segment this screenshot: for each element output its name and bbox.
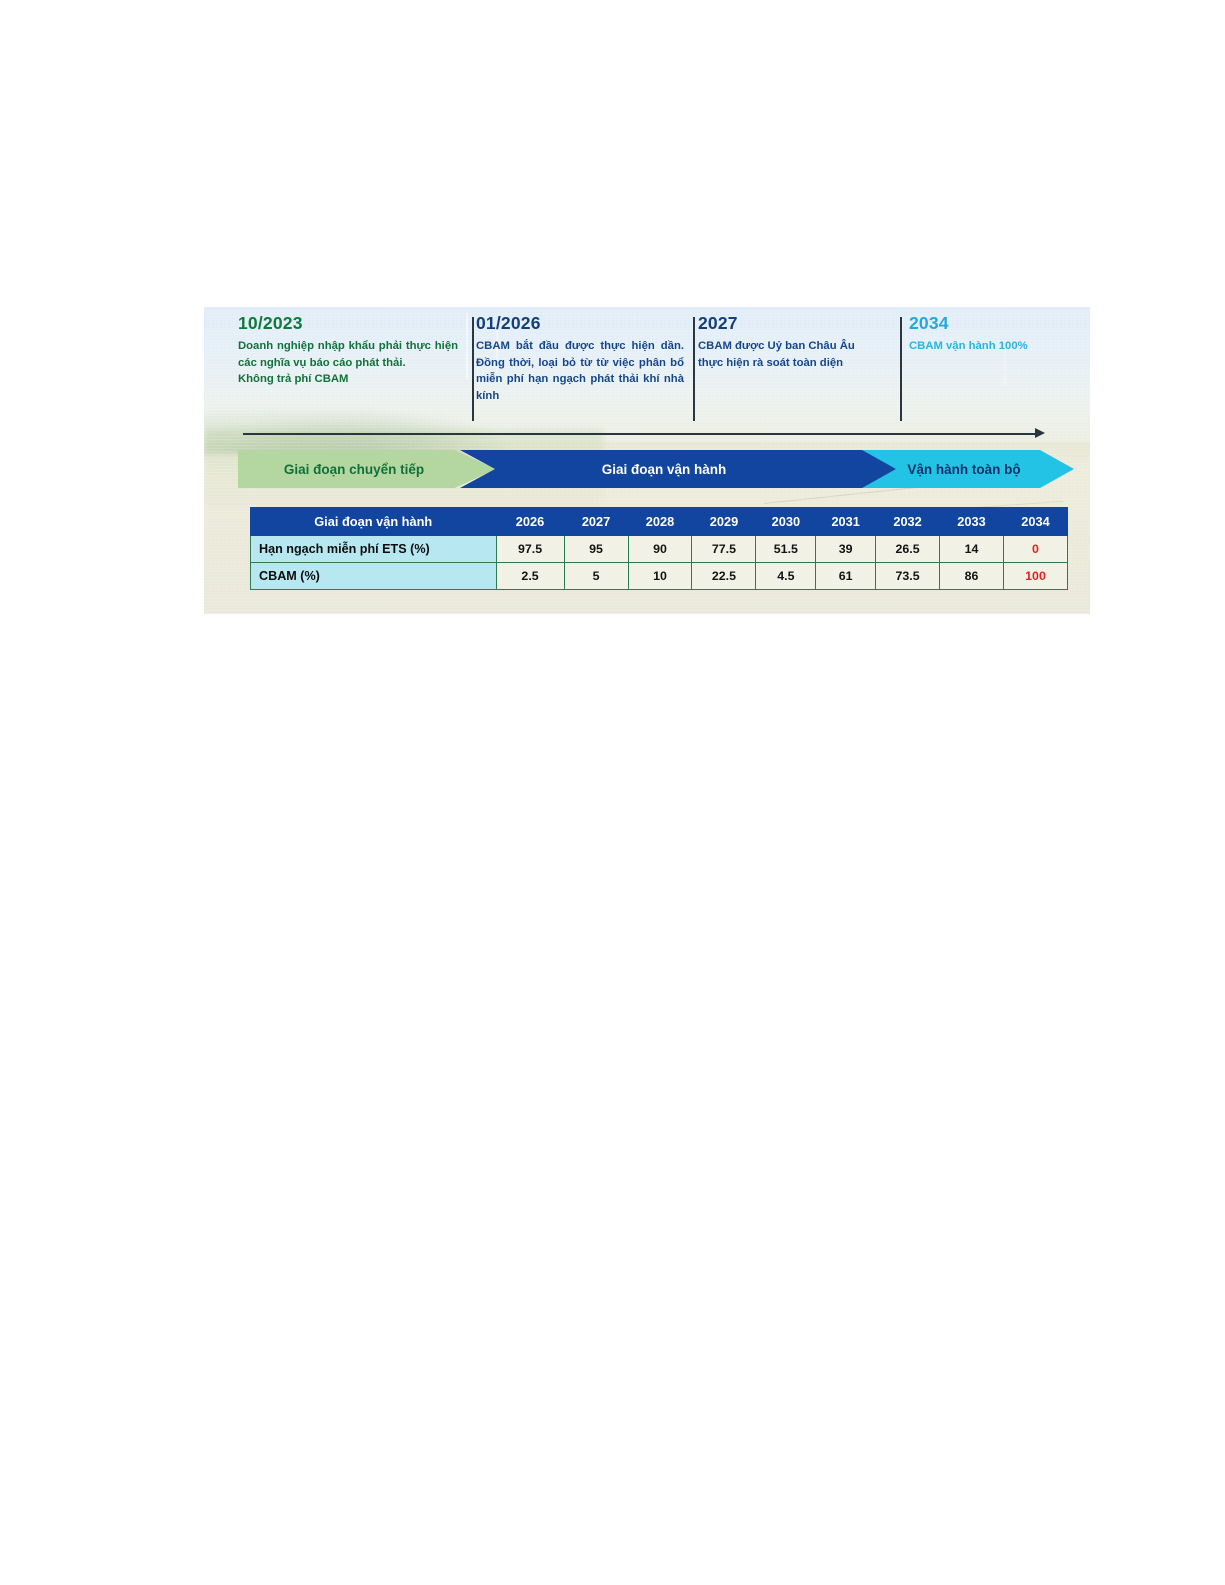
table-cell: 77.5: [691, 535, 757, 563]
table-row: CBAM (%) 2.5 5 10 22.5 4.5 61 73.5 86 10…: [250, 562, 1068, 590]
table-col-header-2032: 2032: [875, 507, 941, 536]
milestone-year: 01/2026: [476, 313, 541, 333]
table-cell: 90: [627, 535, 693, 563]
milestone-description: Doanh nghiệp nhập khẩu phải thực hiện cá…: [238, 338, 458, 388]
milestone-2034: 2034 CBAM vận hành 100%: [909, 313, 1079, 355]
milestone-year: 2034: [909, 313, 949, 333]
table-cell: 5: [563, 562, 629, 590]
milestone-2026-01: 01/2026 CBAM bắt đầu được thực hiện dần.…: [476, 313, 684, 405]
phase-table-body: Hạn ngạch miễn phí ETS (%) 97.5 95 90 77…: [250, 535, 1068, 590]
table-cell: 97.5: [495, 535, 565, 563]
table-cell: 86: [939, 562, 1004, 590]
phase-full-arrow: Vận hành toàn bộ: [862, 450, 1074, 488]
table-header-row: Giai đoạn vận hành 2026 2027 2028 2029 2…: [250, 507, 1068, 536]
table-cell: 61: [815, 562, 877, 590]
table-row-label-cbam: CBAM (%): [250, 562, 497, 590]
milestone-divider: [472, 317, 474, 421]
background-wind-turbine-icon: [466, 313, 468, 379]
milestone-description: CBAM bắt đầu được thực hiện dần. Đồng th…: [476, 340, 684, 403]
phase-table-wrapper: Giai đoạn vận hành 2026 2027 2028 2029 2…: [250, 507, 1068, 590]
phase-full-label: Vận hành toàn bộ: [907, 461, 1021, 477]
table-corner-header: Giai đoạn vận hành: [250, 507, 497, 536]
cbam-timeline-figure: 10/2023 Doanh nghiệp nhập khẩu phải thực…: [204, 307, 1090, 614]
milestone-description-line: Doanh nghiệp nhập khẩu phải thực hiện cá…: [238, 340, 458, 369]
table-cell: 51.5: [755, 535, 817, 563]
table-col-header-2033: 2033: [939, 507, 1004, 536]
phase-transition-label: Giai đoạn chuyển tiếp: [283, 461, 425, 477]
table-col-header-2028: 2028: [627, 507, 693, 536]
milestone-description: CBAM vận hành 100%: [909, 340, 1028, 352]
table-cell: 2.5: [495, 562, 565, 590]
table-cell: 22.5: [691, 562, 757, 590]
table-cell: 10: [627, 562, 693, 590]
table-col-header-2026: 2026: [495, 507, 565, 536]
milestone-year: 10/2023: [238, 313, 303, 333]
table-cell-highlight: 100: [1003, 562, 1068, 590]
milestone-description-line: Không trả phí CBAM: [238, 373, 349, 386]
milestone-band: 10/2023 Doanh nghiệp nhập khẩu phải thực…: [204, 307, 1090, 429]
milestone-2027: 2027 CBAM được Uỷ ban Châu Âu thực hiện …: [698, 313, 876, 371]
timeline-axis-arrow-icon: [1035, 428, 1045, 438]
table-col-header-2034: 2034: [1003, 507, 1068, 536]
table-cell: 73.5: [875, 562, 941, 590]
phase-operation-label: Giai đoạn vận hành: [601, 461, 727, 477]
milestone-description: CBAM được Uỷ ban Châu Âu thực hiện rà so…: [698, 340, 855, 369]
table-col-header-2027: 2027: [563, 507, 629, 536]
background-wind-turbine-icon: [496, 321, 498, 373]
milestone-year: 2027: [698, 313, 738, 333]
table-cell-highlight: 0: [1003, 535, 1068, 563]
table-cell: 39: [815, 535, 877, 563]
timeline-axis-line: [243, 433, 1039, 435]
table-cell: 95: [563, 535, 629, 563]
table-row: Hạn ngạch miễn phí ETS (%) 97.5 95 90 77…: [250, 535, 1068, 563]
phase-operation-arrow: Giai đoạn vận hành: [460, 450, 898, 488]
background-treeline: [204, 399, 541, 455]
background-wind-turbine-icon: [1004, 347, 1006, 385]
table-cell: 4.5: [755, 562, 817, 590]
phase-arrow-band: Giai đoạn chuyển tiếp Giai đoạn vận hành…: [204, 450, 1090, 488]
table-col-header-2031: 2031: [815, 507, 877, 536]
milestone-divider: [693, 317, 695, 421]
milestone-divider: [900, 317, 902, 421]
table-cell: 14: [939, 535, 1004, 563]
milestone-2023-10: 10/2023 Doanh nghiệp nhập khẩu phải thực…: [238, 313, 458, 388]
phase-table-head: Giai đoạn vận hành 2026 2027 2028 2029 2…: [250, 507, 1068, 536]
table-row-label-ets: Hạn ngạch miễn phí ETS (%): [250, 535, 497, 563]
phase-table: Giai đoạn vận hành 2026 2027 2028 2029 2…: [250, 507, 1068, 590]
table-col-header-2029: 2029: [691, 507, 757, 536]
table-cell: 26.5: [875, 535, 941, 563]
phase-transition-arrow: Giai đoạn chuyển tiếp: [238, 450, 496, 488]
table-col-header-2030: 2030: [755, 507, 817, 536]
